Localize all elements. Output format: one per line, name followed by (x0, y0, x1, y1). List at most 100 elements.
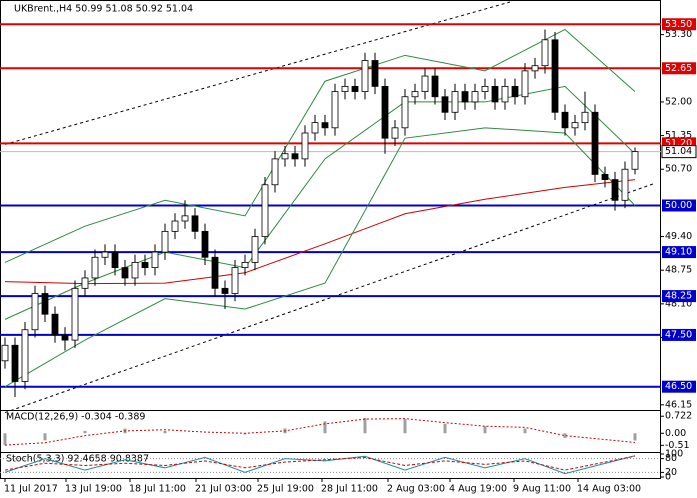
level-label-box (662, 328, 696, 341)
candle-body (111, 251, 119, 269)
macd-bar (43, 433, 47, 441)
stoch-main (4, 455, 636, 475)
candle-body (441, 96, 449, 113)
candle-body (61, 334, 69, 341)
candle-body (211, 256, 219, 289)
macd-title: MACD(12,26,9) -0.304 -0.389 (6, 412, 145, 423)
candle-body (571, 122, 579, 129)
candle-body (1, 344, 9, 362)
overlay-line (4, 85, 636, 320)
y-tick-label: 53.30 (665, 29, 692, 40)
level-label-box (662, 199, 696, 212)
candle-body (611, 179, 619, 201)
candle-body (331, 91, 339, 129)
macd-y-tick-label: 0.722 (665, 411, 692, 422)
stoch-title: Stoch(5,3,3) 92.4658 90.8387 (6, 454, 149, 465)
macd-bar (3, 433, 7, 446)
x-tick-label: 28 Jul 11:00 (321, 484, 378, 495)
level-label-box (662, 290, 696, 303)
macd-bar (363, 417, 367, 434)
candle-body (51, 313, 59, 336)
level-label: 52.65 (665, 63, 692, 74)
candle-body (581, 111, 589, 124)
candle-body (31, 293, 39, 331)
level-label-box (662, 18, 696, 31)
level-label: 53.50 (665, 19, 692, 30)
candle-body (181, 215, 189, 222)
macd-bar (83, 430, 87, 434)
candle-body (41, 293, 49, 315)
x-tick-label: 9 Aug 11:00 (513, 484, 571, 495)
candle-body (541, 39, 549, 67)
stoch-y-tick-label: 20 (665, 467, 677, 478)
level-label: 47.50 (665, 329, 692, 340)
level-label: 46.50 (665, 381, 692, 392)
candle-body (421, 75, 429, 92)
level-label: 48.25 (665, 291, 692, 302)
macd-bar (323, 421, 327, 434)
overlay-line (4, 127, 636, 388)
level-label: 50.00 (665, 200, 692, 211)
trendline (4, 182, 656, 414)
y-tick-label: 48.10 (665, 298, 692, 309)
candle-body (81, 277, 89, 289)
stoch-signal (4, 455, 636, 471)
candle-body (601, 174, 609, 180)
candle-body (281, 153, 289, 160)
stoch-y-tick-label: 80 (665, 453, 677, 464)
candle-body (631, 151, 639, 170)
candle-body (521, 70, 529, 98)
candle-body (171, 220, 179, 232)
candle-body (301, 132, 309, 160)
candle-body (431, 75, 439, 98)
candle-body (191, 215, 199, 232)
overlay-line (4, 28, 636, 263)
candle-body (591, 111, 599, 175)
candle-body (471, 91, 479, 103)
candle-body (151, 251, 159, 269)
macd-signal (4, 418, 636, 446)
level-label-box (662, 62, 696, 75)
candle-body (251, 236, 259, 263)
chart-title: UKBrent.,H4 50.99 51.08 50.92 51.04 (14, 4, 193, 15)
candle-body (401, 96, 409, 129)
candle-body (491, 85, 499, 103)
candle-body (71, 287, 79, 341)
candle-body (221, 287, 229, 294)
candle-body (91, 256, 99, 279)
x-tick-label: 25 Jul 19:00 (257, 484, 314, 495)
x-tick-label: 21 Jul 03:00 (195, 484, 252, 495)
x-tick-label: 14 Aug 03:00 (577, 484, 641, 495)
candle-body (461, 91, 469, 103)
candle-body (131, 262, 139, 279)
level-label-box (662, 246, 696, 259)
macd-bar (483, 426, 487, 434)
candle-body (621, 168, 629, 201)
macd-y-tick-label: -0.51 (665, 440, 690, 451)
y-tick-label: 48.75 (665, 265, 692, 276)
macd-bar (163, 430, 167, 434)
macd-bar (443, 423, 447, 434)
candle-body (411, 91, 419, 98)
candle-body (101, 251, 109, 258)
plot-frame (0, 0, 661, 479)
candle-body (321, 122, 329, 129)
candle-body (261, 184, 269, 237)
overlay-line (4, 179, 636, 285)
stoch-y-tick-label: 0 (665, 472, 671, 483)
macd-y-tick-label: 0.00 (665, 428, 686, 439)
stoch-y-tick-label: 100 (665, 449, 683, 460)
candle-body (241, 262, 249, 269)
candle-body (141, 262, 149, 269)
candle-body (501, 85, 509, 103)
candle-body (451, 91, 459, 113)
y-tick-label: 51.35 (665, 130, 692, 141)
candle-body (511, 85, 519, 98)
candle-body (361, 60, 369, 92)
macd-bar (563, 433, 567, 438)
candle-body (201, 230, 209, 258)
level-label-box (662, 380, 696, 393)
y-tick-label: 46.15 (665, 399, 692, 410)
candle-body (371, 60, 379, 87)
candle-body (121, 267, 129, 279)
